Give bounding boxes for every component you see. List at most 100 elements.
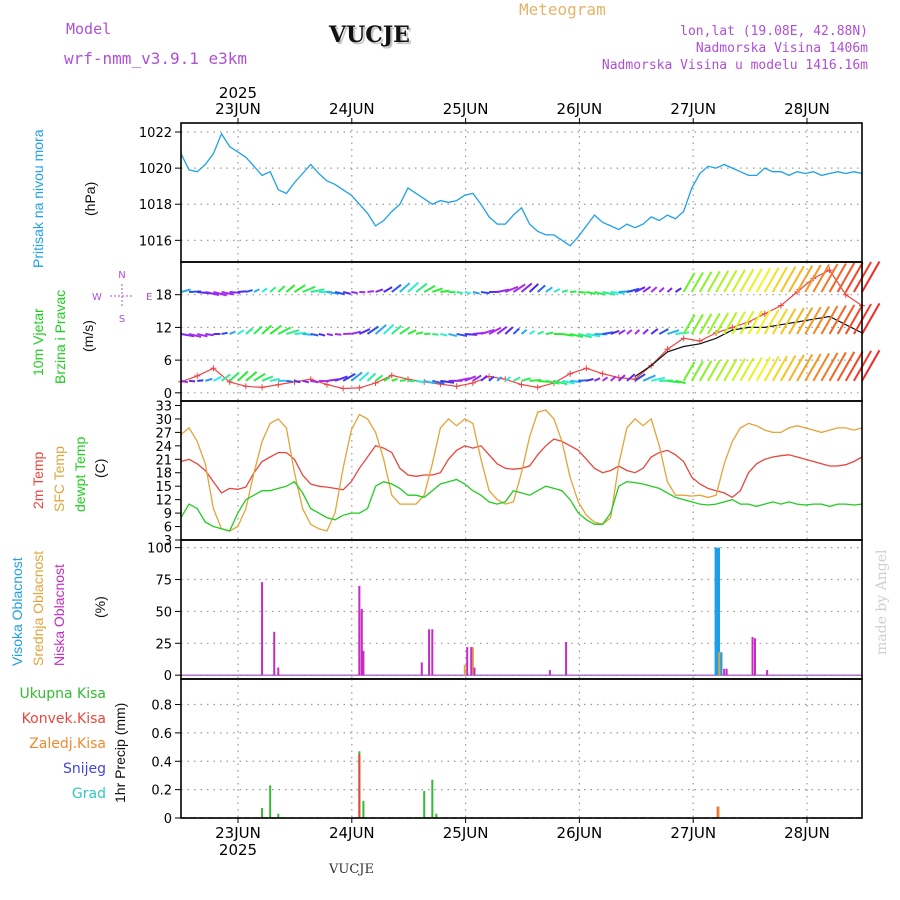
series-pritisak-na-nivou-mora xyxy=(180,132,863,247)
bar-visoka-oblacnost xyxy=(719,652,723,676)
y-tick-label: 75 xyxy=(155,574,172,589)
model-altitude: Nadmorska Visina u modelu 1416.16m xyxy=(601,58,868,73)
wind-barb xyxy=(739,268,755,293)
wind-barb xyxy=(723,311,738,335)
wind-barb xyxy=(358,371,370,382)
wind-barb xyxy=(180,332,195,338)
wind-barb xyxy=(731,358,746,382)
wind-barb xyxy=(561,289,569,293)
wind-barb xyxy=(407,281,419,293)
wind-barb xyxy=(342,373,356,382)
wind-barb xyxy=(245,371,258,382)
wind-barb xyxy=(237,290,247,293)
wind-barb xyxy=(197,379,204,382)
speed-marker xyxy=(372,380,379,387)
model-name: wrf-nmm_v3.9.1 e3km xyxy=(64,49,248,68)
wind-barb xyxy=(682,314,696,335)
wind-barb xyxy=(382,323,395,335)
wind-barb xyxy=(374,374,384,382)
wind-barb xyxy=(796,353,814,382)
precip-legend-snow: Snijeg xyxy=(62,761,106,777)
wind-barb xyxy=(820,305,839,335)
altitude: Nadmorska Visina 1406m xyxy=(695,41,868,56)
wind-barb xyxy=(610,290,625,295)
bottom-day-label: 26JUN xyxy=(557,824,603,842)
footer-station: VUCJE xyxy=(329,862,374,877)
wind-barb xyxy=(245,289,253,293)
bottom-day-label: 25JUN xyxy=(443,824,489,842)
wind-barb xyxy=(407,329,417,335)
bar-srednja-oblacnost xyxy=(718,652,721,676)
wind-barb xyxy=(828,351,847,382)
wind-barb xyxy=(723,269,738,293)
wind-barb xyxy=(415,331,424,335)
wind-barb xyxy=(844,350,864,382)
wind-barb xyxy=(302,285,316,293)
y-tick-label: 100 xyxy=(147,542,172,557)
wind-barb xyxy=(715,270,730,293)
bar-niska-oblacnost xyxy=(565,642,568,676)
bar-niska-oblacnost xyxy=(466,647,469,676)
wind-barb xyxy=(496,326,508,335)
speed-marker xyxy=(356,384,363,391)
wind-barb xyxy=(715,312,730,335)
y-tick-label: 50 xyxy=(155,605,172,620)
top-day-label: 26JUN xyxy=(557,100,603,118)
wind-barb xyxy=(448,332,458,338)
bottom-day-label: 27JUN xyxy=(670,824,716,842)
wind-barb xyxy=(618,374,626,382)
top-day-label: 28JUN xyxy=(784,100,830,118)
wind-barb xyxy=(302,379,310,384)
bar-ukupna-kisa xyxy=(261,808,264,818)
bar-ukupna-kisa xyxy=(362,800,365,818)
wind-barb xyxy=(520,328,528,335)
series-brzina-detaljna- xyxy=(634,315,863,377)
wind-barb xyxy=(674,287,682,293)
bar-niska-oblacnost xyxy=(358,585,361,676)
bar-niska-oblacnost xyxy=(420,662,423,676)
wind-barb xyxy=(812,264,830,293)
wind-barb xyxy=(293,284,306,293)
speed-marker xyxy=(567,370,574,377)
y-tick-label: 18 xyxy=(155,467,172,482)
wind-barb xyxy=(212,375,222,382)
wind-barb xyxy=(423,284,436,293)
wind-barb xyxy=(342,291,351,295)
bar-ukupna-kisa xyxy=(435,813,438,818)
wind-barb xyxy=(464,375,477,382)
wind-barb xyxy=(521,377,531,382)
wind-barb xyxy=(626,329,633,335)
speed-marker xyxy=(777,302,784,309)
wind-barb xyxy=(861,302,881,335)
bar-niska-oblacnost xyxy=(753,638,756,676)
wind-barb xyxy=(569,332,584,339)
wind-barb xyxy=(269,286,277,293)
wind-barb xyxy=(545,286,553,293)
wind-barb xyxy=(634,373,646,382)
wind-barb xyxy=(861,260,881,293)
speed-marker xyxy=(340,385,347,392)
wind-barb xyxy=(650,328,659,335)
bar-niska-oblacnost xyxy=(723,668,726,676)
y-tick-label: 18 xyxy=(155,289,172,304)
wind-barb xyxy=(731,311,746,335)
wind-barb xyxy=(844,261,864,293)
wind-barb xyxy=(715,359,730,382)
wind-barb xyxy=(391,324,402,335)
wind-barb xyxy=(205,332,214,337)
wind-barb xyxy=(229,330,236,335)
wind-barb xyxy=(844,303,864,335)
wind-barb xyxy=(496,288,510,293)
wind-barb xyxy=(504,376,512,382)
y-tick-label: 0 xyxy=(164,669,172,684)
wind-barb xyxy=(698,313,713,335)
wind-barb xyxy=(480,374,488,382)
wind-barb xyxy=(261,287,268,293)
y-tick-label: 0.4 xyxy=(151,755,172,770)
y-tick-label: 0.8 xyxy=(151,699,172,714)
wind-barb xyxy=(277,285,286,293)
wind-barb xyxy=(626,373,636,382)
wind-barb xyxy=(747,310,763,335)
wind-barb xyxy=(512,327,520,335)
wind-barb xyxy=(351,330,361,335)
